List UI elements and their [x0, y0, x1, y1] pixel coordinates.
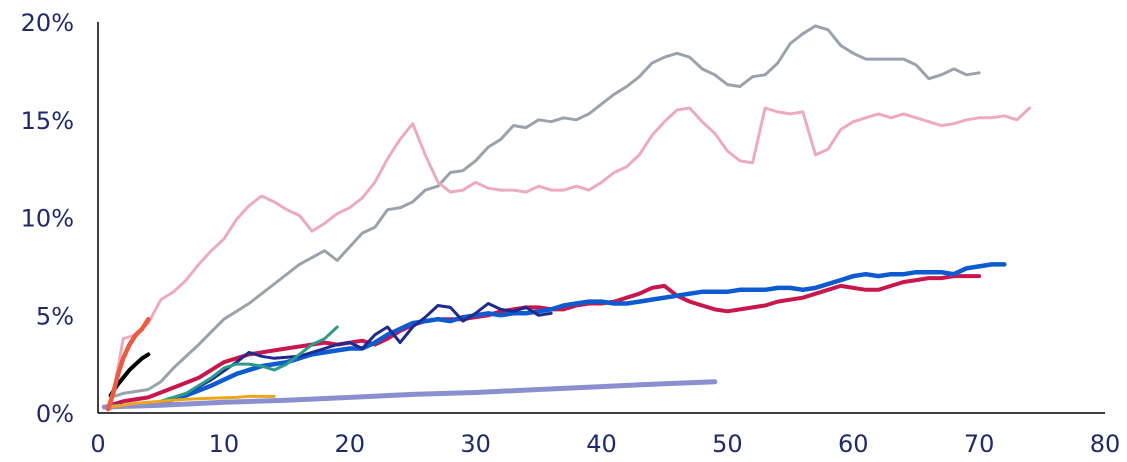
x-tick-labels: 0 10 20 30 40 50 60 70 80: [90, 430, 1120, 458]
x-tick-label: 50: [712, 430, 743, 458]
series-line-4: [102, 262, 1007, 410]
x-tick-label: 40: [586, 430, 617, 458]
series-line-8: [109, 394, 276, 409]
x-tick-label: 0: [90, 430, 105, 458]
y-tick-label: 20%: [21, 9, 74, 37]
x-tick-label: 60: [838, 430, 869, 458]
x-tick-label: 70: [964, 430, 995, 458]
y-tick-label: 15%: [21, 107, 74, 135]
series-layer: [101, 24, 1031, 412]
x-tick-label: 80: [1090, 430, 1121, 458]
x-tick-label: 10: [209, 430, 240, 458]
series-line-2: [109, 106, 1031, 411]
x-tick-label: 30: [460, 430, 491, 458]
y-tick-label: 0%: [36, 400, 74, 428]
x-tick-label: 20: [334, 430, 365, 458]
y-tick-label: 5%: [36, 302, 74, 330]
series-line-6: [109, 325, 339, 409]
series-line-10: [105, 316, 151, 412]
series-line-1: [109, 24, 981, 399]
y-tick-labels: 0% 5% 10% 15% 20%: [21, 9, 74, 428]
y-tick-label: 10%: [21, 205, 74, 233]
series-line-7: [101, 379, 718, 410]
